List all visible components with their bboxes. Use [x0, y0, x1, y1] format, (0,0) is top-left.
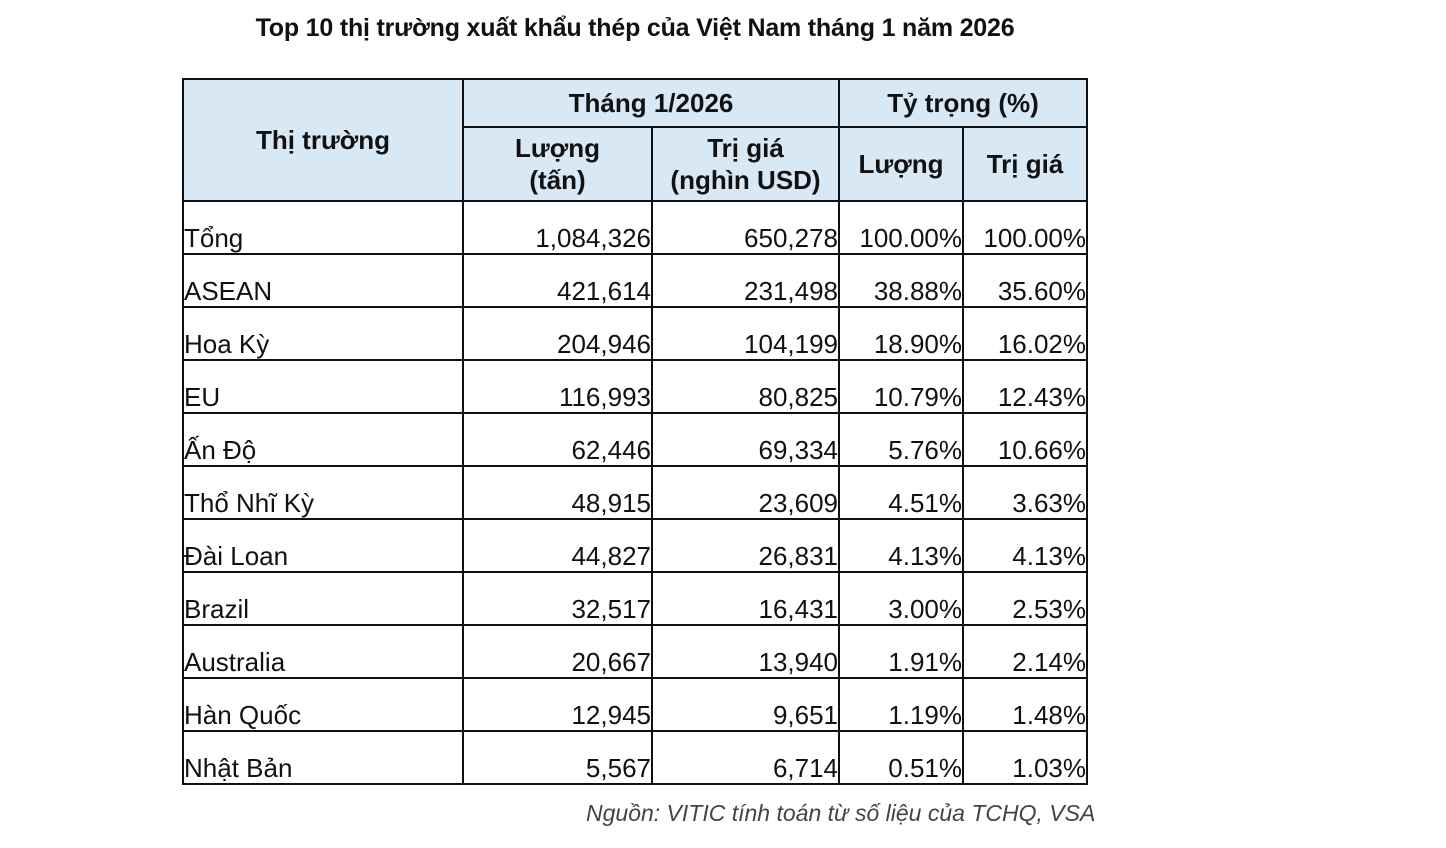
header-share-volume: Lượng — [838, 126, 965, 202]
table-row: Nhật Bản 5,567 6,714 0.51% 1.03% — [182, 730, 1089, 785]
cell-volume: 116,993 — [462, 359, 653, 414]
cell-volume: 204,946 — [462, 306, 653, 361]
cell-share-value: 16.02% — [962, 306, 1089, 361]
cell-share-value: 12.43% — [962, 359, 1089, 414]
table-row: EU 116,993 80,825 10.79% 12.43% — [182, 359, 1089, 414]
cell-volume: 1,084,326 — [462, 200, 653, 255]
cell-share-value: 2.53% — [962, 571, 1089, 626]
steel-export-table: Thị trường Tháng 1/2026 Tỷ trọng (%) Lượ… — [182, 78, 1089, 785]
chart-title: Top 10 thị trường xuất khẩu thép của Việ… — [255, 14, 1015, 42]
cell-volume: 421,614 — [462, 253, 653, 308]
table-row: Australia 20,667 13,940 1.91% 2.14% — [182, 624, 1089, 679]
cell-share-volume: 1.91% — [838, 624, 965, 679]
cell-value: 6,714 — [650, 730, 841, 785]
cell-value: 16,431 — [650, 571, 841, 626]
cell-share-value: 1.48% — [962, 677, 1089, 732]
header-volume-line2: (tấn) — [529, 165, 586, 195]
cell-market: Ấn Độ — [182, 412, 464, 467]
cell-market: EU — [182, 359, 464, 414]
table-row: Brazil 32,517 16,431 3.00% 2.53% — [182, 571, 1089, 626]
cell-share-value: 10.66% — [962, 412, 1089, 467]
header-volume-line1: Lượng — [515, 133, 600, 163]
cell-share-value: 4.13% — [962, 518, 1089, 573]
cell-market: Hoa Kỳ — [182, 306, 464, 361]
cell-value: 9,651 — [650, 677, 841, 732]
cell-market: Brazil — [182, 571, 464, 626]
cell-market: Nhật Bản — [182, 730, 464, 785]
cell-volume: 12,945 — [462, 677, 653, 732]
cell-value: 69,334 — [650, 412, 841, 467]
cell-market: Australia — [182, 624, 464, 679]
header-value-line2: (nghìn USD) — [670, 165, 821, 195]
table-row: Hoa Kỳ 204,946 104,199 18.90% 16.02% — [182, 306, 1089, 361]
cell-value: 26,831 — [650, 518, 841, 573]
table-row: ASEAN 421,614 231,498 38.88% 35.60% — [182, 253, 1089, 308]
cell-share-volume: 38.88% — [838, 253, 965, 308]
header-value: Trị giá (nghìn USD) — [650, 126, 841, 202]
cell-value: 80,825 — [650, 359, 841, 414]
cell-value: 104,199 — [650, 306, 841, 361]
header-volume: Lượng (tấn) — [462, 126, 653, 202]
header-share-group: Tỷ trọng (%) — [838, 78, 1089, 128]
cell-value: 13,940 — [650, 624, 841, 679]
cell-volume: 32,517 — [462, 571, 653, 626]
cell-share-volume: 3.00% — [838, 571, 965, 626]
cell-volume: 48,915 — [462, 465, 653, 520]
cell-share-volume: 4.51% — [838, 465, 965, 520]
cell-value: 650,278 — [650, 200, 841, 255]
cell-share-value: 1.03% — [962, 730, 1089, 785]
cell-market: ASEAN — [182, 253, 464, 308]
source-note: Nguồn: VITIC tính toán từ số liệu của TC… — [586, 800, 1096, 826]
table-row: Ấn Độ 62,446 69,334 5.76% 10.66% — [182, 412, 1089, 467]
cell-volume: 5,567 — [462, 730, 653, 785]
cell-share-volume: 100.00% — [838, 200, 965, 255]
cell-value: 231,498 — [650, 253, 841, 308]
cell-share-volume: 5.76% — [838, 412, 965, 467]
cell-share-value: 2.14% — [962, 624, 1089, 679]
header-share-value: Trị giá — [962, 126, 1089, 202]
cell-market: Tổng — [182, 200, 464, 255]
cell-share-volume: 4.13% — [838, 518, 965, 573]
cell-share-value: 100.00% — [962, 200, 1089, 255]
cell-market: Thổ Nhĩ Kỳ — [182, 465, 464, 520]
header-market: Thị trường — [182, 78, 464, 202]
cell-market: Đài Loan — [182, 518, 464, 573]
cell-share-value: 3.63% — [962, 465, 1089, 520]
table-row: Tổng 1,084,326 650,278 100.00% 100.00% — [182, 200, 1089, 255]
cell-volume: 44,827 — [462, 518, 653, 573]
cell-value: 23,609 — [650, 465, 841, 520]
cell-share-volume: 1.19% — [838, 677, 965, 732]
cell-share-volume: 18.90% — [838, 306, 965, 361]
table-row: Hàn Quốc 12,945 9,651 1.19% 1.48% — [182, 677, 1089, 732]
header-value-line1: Trị giá — [707, 133, 784, 163]
cell-share-volume: 0.51% — [838, 730, 965, 785]
table-row: Đài Loan 44,827 26,831 4.13% 4.13% — [182, 518, 1089, 573]
header-month-group: Tháng 1/2026 — [461, 78, 841, 128]
cell-volume: 62,446 — [462, 412, 653, 467]
table-body: Tổng 1,084,326 650,278 100.00% 100.00% ASEAN 4… — [182, 200, 1089, 785]
table-row: Thổ Nhĩ Kỳ 48,915 23,609 4.51% 3.63% — [182, 465, 1089, 520]
cell-share-volume: 10.79% — [838, 359, 965, 414]
cell-volume: 20,667 — [462, 624, 653, 679]
cell-share-value: 35.60% — [962, 253, 1089, 308]
cell-market: Hàn Quốc — [182, 677, 464, 732]
